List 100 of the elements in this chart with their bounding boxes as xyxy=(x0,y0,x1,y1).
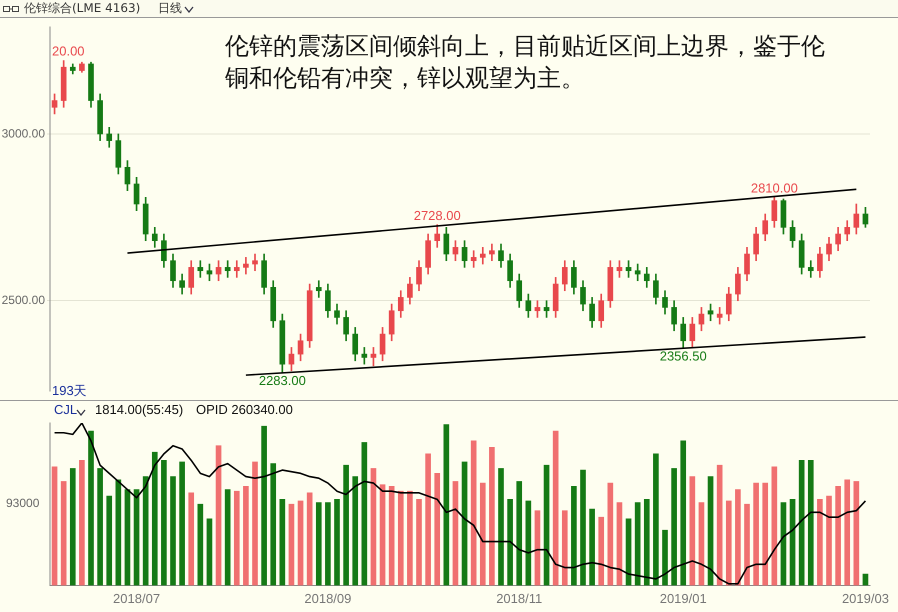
bar xyxy=(698,502,704,586)
bar xyxy=(507,499,513,586)
x-tick-label: 2018/07 xyxy=(113,590,160,606)
bar xyxy=(142,476,148,586)
bar xyxy=(753,482,759,586)
bar xyxy=(580,470,586,586)
bar xyxy=(352,476,358,586)
bar xyxy=(198,504,204,586)
annotation: 193天 xyxy=(52,382,87,400)
bar xyxy=(306,492,312,586)
bar xyxy=(835,486,841,586)
bar xyxy=(370,468,376,586)
bar xyxy=(161,460,167,586)
bar xyxy=(216,445,222,586)
bar xyxy=(243,486,249,586)
bar xyxy=(544,464,550,586)
bar xyxy=(616,502,622,586)
bar xyxy=(280,499,286,586)
bar xyxy=(634,502,640,586)
bar xyxy=(480,482,486,586)
bar xyxy=(60,481,66,586)
bar xyxy=(407,490,413,586)
bar xyxy=(316,502,322,586)
bar xyxy=(270,463,276,586)
bar xyxy=(134,489,140,586)
bar xyxy=(106,496,112,586)
bar xyxy=(206,518,212,586)
bar xyxy=(388,486,394,586)
bar xyxy=(97,468,103,586)
text: 2356.50 xyxy=(660,348,707,364)
bar xyxy=(179,462,185,586)
text: 20.00 xyxy=(52,44,85,59)
bar xyxy=(735,489,741,586)
bar xyxy=(124,489,130,586)
bar xyxy=(416,499,422,586)
bar xyxy=(325,502,331,586)
bar xyxy=(288,504,294,586)
bar xyxy=(70,468,76,586)
bar xyxy=(362,442,368,586)
x-tick-label: 2018/09 xyxy=(304,590,352,606)
bar xyxy=(79,460,85,586)
bar xyxy=(744,504,750,586)
bar xyxy=(690,476,696,586)
bar xyxy=(808,460,814,586)
bar xyxy=(224,489,230,586)
bar xyxy=(562,510,568,586)
bar xyxy=(680,440,686,586)
bar xyxy=(380,484,386,586)
y-tick-label: 3000.00 xyxy=(2,126,46,140)
bar xyxy=(498,468,504,586)
bar xyxy=(52,466,58,586)
bar xyxy=(261,426,267,586)
bar xyxy=(653,454,659,586)
bar xyxy=(526,500,532,586)
bar xyxy=(662,530,668,586)
y-tick-label: 2500.00 xyxy=(2,293,46,308)
bar xyxy=(116,480,122,586)
chart-subtitle: 日线 xyxy=(158,0,182,17)
bar xyxy=(434,473,440,586)
bar xyxy=(772,466,778,586)
bar xyxy=(188,492,194,586)
bar xyxy=(817,499,823,586)
bar xyxy=(598,516,604,586)
annotation: 伦锌的震荡区间倾斜向上，目前贴近区间上边界，鉴于伦铜和伦铅有冲突，锌以观望为主。 xyxy=(225,31,826,94)
bar xyxy=(462,462,468,586)
bar xyxy=(854,481,860,586)
bar xyxy=(671,468,677,586)
x-tick-label: 2018/11 xyxy=(496,590,542,606)
bar xyxy=(862,574,868,586)
bar xyxy=(470,440,476,586)
bar xyxy=(780,502,786,586)
text: OPID 260340.00 xyxy=(196,402,293,417)
text: 2728.00 xyxy=(414,208,461,223)
bar xyxy=(452,481,458,586)
bar xyxy=(425,454,431,586)
bar xyxy=(252,462,258,586)
bar xyxy=(398,490,404,586)
bar xyxy=(608,482,614,586)
bar xyxy=(234,490,240,586)
bar xyxy=(152,452,158,586)
chart-title: 伦锌综合(LME 4163) xyxy=(24,0,140,17)
bar xyxy=(589,508,595,586)
bar xyxy=(726,500,732,586)
bar xyxy=(844,480,850,586)
bar xyxy=(489,447,495,586)
bar xyxy=(571,486,577,586)
text: 2283.00 xyxy=(258,373,306,388)
bar xyxy=(762,482,768,586)
bar xyxy=(826,496,832,586)
x-tick-label: 2019/01 xyxy=(660,590,707,606)
bar xyxy=(552,430,558,586)
bar xyxy=(516,481,522,586)
bar xyxy=(790,499,796,586)
bar xyxy=(444,424,450,586)
bar xyxy=(644,499,650,586)
bar xyxy=(534,510,540,586)
bar xyxy=(708,476,714,586)
bar xyxy=(343,464,349,586)
bar xyxy=(798,460,804,586)
bar xyxy=(626,518,632,586)
